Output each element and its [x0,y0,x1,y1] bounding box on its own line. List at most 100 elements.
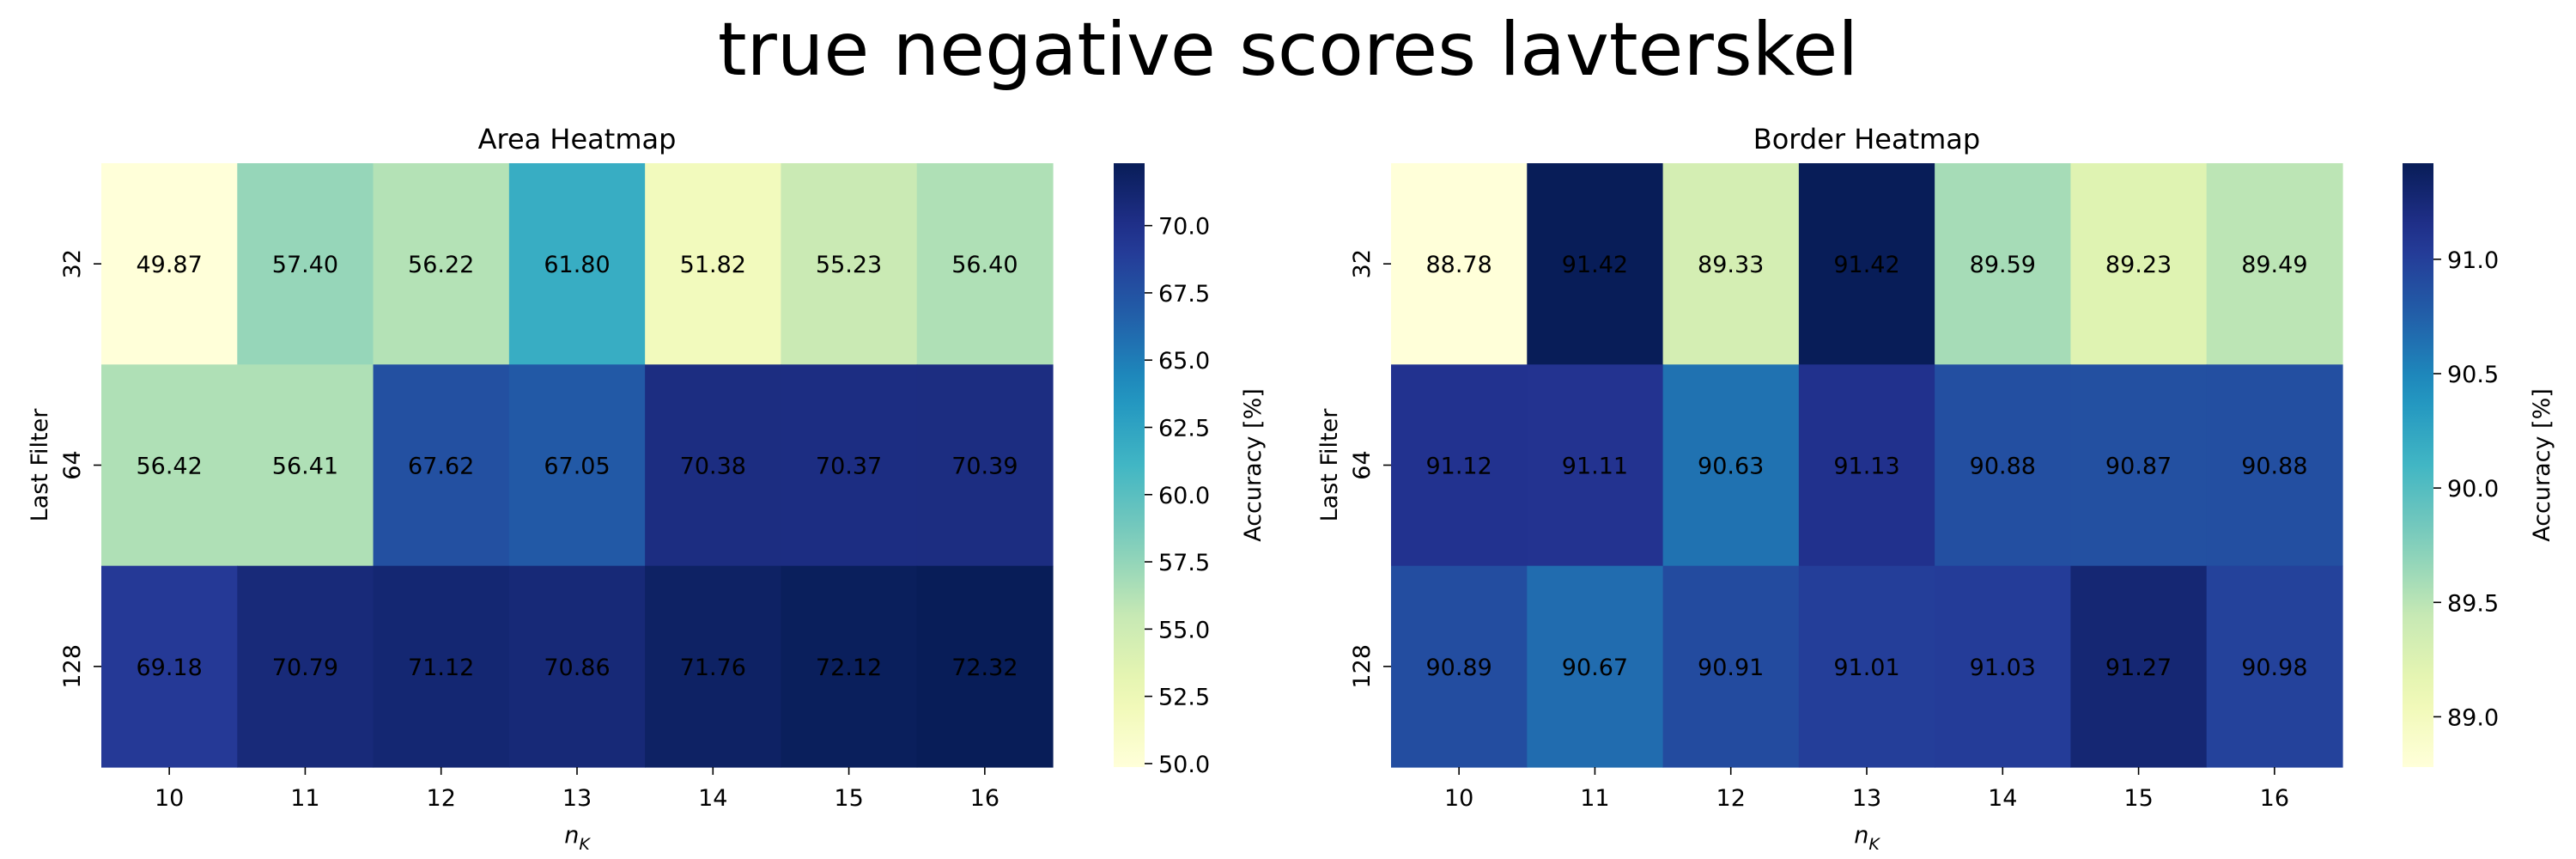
area-cell [508,565,646,768]
border-cell [2070,163,2208,365]
border-colorbar-tick-label: 90.5 [2447,362,2499,388]
border-cell-label: 91.27 [2105,655,2172,681]
border-cell-label: 91.42 [1833,252,1899,278]
area-cell-label: 71.12 [408,655,474,681]
area-cell [781,364,918,567]
border-cell-label: 91.42 [1562,252,1628,278]
area-cell [101,565,238,768]
area-cell [237,565,374,768]
border-colorbar-tick-label: 89.0 [2447,704,2499,731]
border-cell [2070,565,2208,768]
border-cell-label: 89.49 [2241,252,2307,278]
border-cell [1662,364,1800,567]
area-colorbar-tick-label: 60.0 [1158,483,1210,509]
area-cell-label: 51.82 [680,252,746,278]
area-x-tick-label: 12 [427,785,456,812]
border-cell [2206,163,2343,365]
border-cell-label: 90.63 [1698,454,1764,480]
area-cell [508,163,646,365]
area-cell-label: 70.38 [680,454,746,480]
border-x-tick-label: 16 [2260,785,2289,812]
area-colorbar-tick-label: 57.5 [1158,550,1210,576]
area-x-tick-label: 14 [698,785,727,812]
border-title: Border Heatmap [1753,123,1980,155]
border-colorbar-tick-label: 91.0 [2447,247,2499,274]
area-cell [508,364,646,567]
area-y-axis-label: Last Filter [27,408,53,522]
border-y-tick-label: 128 [1349,644,1376,689]
area-cell-label: 70.37 [816,454,882,480]
area-colorbar-tick-label: 55.0 [1158,617,1210,643]
border-cell-label: 91.03 [1970,655,2036,681]
area-cell [781,163,918,365]
border-heatmap: Border Heatmap 88.78 91.42 89.33 91.42 89.59 8… [1316,123,2555,812]
area-colorbar-tick-label: 67.5 [1158,281,1210,308]
area-cell-label: 56.22 [408,252,474,278]
area-cell [373,565,510,768]
border-colorbar-tick-label: 90.0 [2447,476,2499,503]
area-y-tick-label: 128 [59,644,86,689]
border-cell [1662,565,1800,768]
border-colorbar [2403,163,2433,767]
area-cell [101,364,238,567]
area-cell-label: 70.86 [544,655,610,681]
area-cell [645,364,782,567]
border-cell-label: 91.01 [1833,655,1899,681]
figure-title: true negative scores lavterskel [717,7,1859,93]
area-cell-label: 72.12 [816,655,882,681]
area-colorbar-tick-label: 65.0 [1158,348,1210,375]
area-x-tick-label: 11 [290,785,319,812]
border-cell-label: 88.78 [1425,252,1492,278]
area-cell [237,364,374,567]
area-x-tick-label: 13 [562,785,592,812]
area-y-tick-label: 64 [59,450,86,479]
border-y-tick-label: 32 [1349,249,1376,278]
border-cell-label: 90.98 [2241,655,2307,681]
area-y-tick-label: 32 [59,249,86,278]
area-cell-label: 67.05 [544,454,610,480]
area-cell-label: 72.32 [951,655,1018,681]
area-cell [645,565,782,768]
border-colorbar-tick-label: 89.5 [2447,590,2499,617]
area-x-axis-label: nK [564,822,591,854]
border-cell [1798,163,1935,365]
border-x-tick-label: 12 [1716,785,1746,812]
area-colorbar-tick-label: 62.5 [1158,416,1210,442]
area-cell [916,565,1054,768]
border-cell [1798,364,1935,567]
border-cell-label: 90.88 [1970,454,2036,480]
area-cell-label: 61.80 [544,252,610,278]
area-x-tick-label: 10 [155,785,184,812]
border-cell-label: 91.13 [1833,454,1899,480]
area-colorbar-tick-label: 50.0 [1158,752,1210,778]
border-x-tick-label: 15 [2123,785,2153,812]
border-cell [1391,163,1528,365]
border-cell-label: 90.87 [2105,454,2172,480]
area-cell [373,163,510,365]
area-cell-label: 57.40 [272,252,338,278]
border-x-tick-label: 10 [1444,785,1473,812]
area-title: Area Heatmap [478,123,677,155]
area-cell [373,364,510,567]
border-cell-label: 89.33 [1698,252,1764,278]
border-cell [1527,364,1664,567]
border-cell-label: 90.67 [1562,655,1628,681]
border-cell [2206,565,2343,768]
area-cell-label: 49.87 [136,252,202,278]
border-cell [2206,364,2343,567]
area-cell-label: 70.79 [272,655,338,681]
border-cell [1935,364,2072,567]
border-cell-label: 91.12 [1425,454,1492,480]
border-cell-label: 90.89 [1425,655,1492,681]
area-cell [916,163,1054,365]
area-cell-label: 55.23 [816,252,882,278]
area-heatmap: Area Heatmap 49.87 57.40 56.22 61.80 51.82 55.… [27,123,1267,812]
area-cell [645,163,782,365]
border-cell [1527,163,1664,365]
border-cell [1935,163,2072,365]
area-cell-label: 56.40 [951,252,1018,278]
border-cell-label: 89.59 [1970,252,2036,278]
area-colorbar [1114,163,1145,767]
